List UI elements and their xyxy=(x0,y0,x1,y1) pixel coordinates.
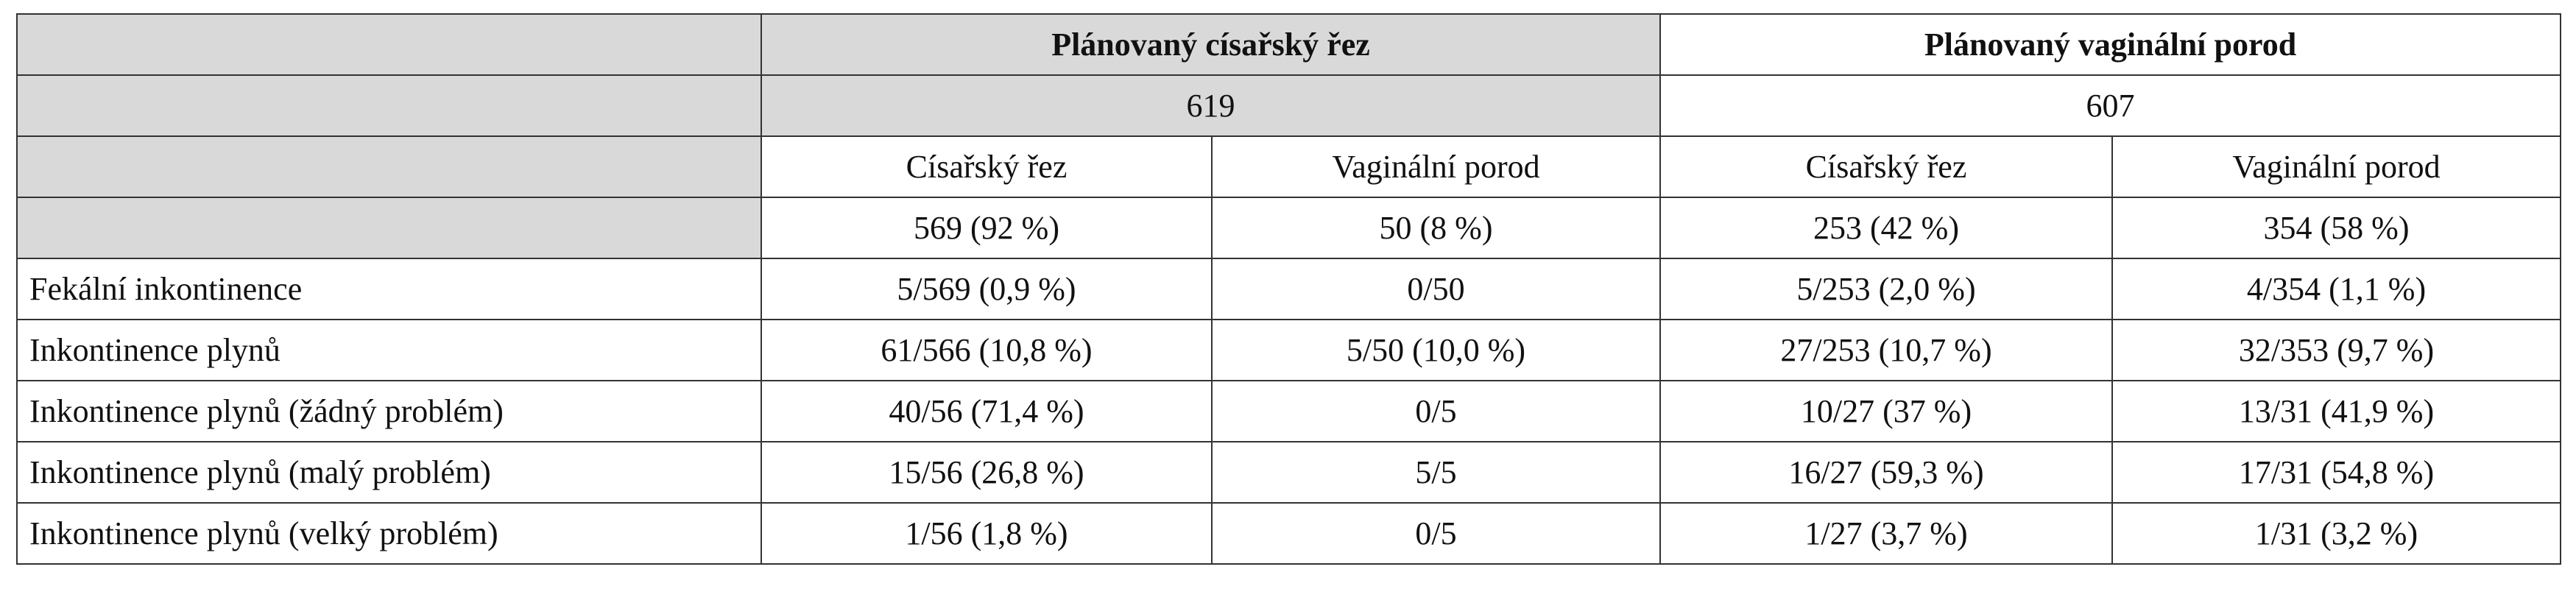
data-table: Plánovaný císařský řez Plánovaný vagináln… xyxy=(16,13,2562,565)
table-row: Inkontinence plynů 61/566 (10,8 %) 5/50 (1… xyxy=(16,319,2562,381)
table-cell: 5/50 (10,0 %) xyxy=(1210,319,1662,381)
row-label: Fekální inkontinence xyxy=(16,258,762,320)
table-cell: 13/31 (41,9 %) xyxy=(2111,380,2562,442)
table-cell: 1/31 (3,2 %) xyxy=(2111,502,2562,565)
table-cell: 10/27 (37 %) xyxy=(1659,380,2114,442)
table-cell: 16/27 (59,3 %) xyxy=(1659,441,2114,504)
table-row: Fekální inkontinence 5/569 (0,9 %) 0/50 5/2… xyxy=(16,258,2562,320)
table-cell: 5/5 xyxy=(1210,441,1662,504)
table-row: 619 607 xyxy=(16,74,2562,137)
group-total: 619 xyxy=(760,74,1662,137)
table-row: Inkontinence plynů (velký problém) 1/56 (… xyxy=(16,502,2562,565)
row-label: Inkontinence plynů (malý problém) xyxy=(16,441,762,504)
table-cell: 27/253 (10,7 %) xyxy=(1659,319,2114,381)
group-header: Plánovaný císařský řez xyxy=(760,13,1662,76)
sub-header: Císařský řez xyxy=(1659,135,2114,198)
table-row: 569 (92 %) 50 (8 %) 253 (42 %) 354 (58 %) xyxy=(16,197,2562,259)
sub-total: 569 (92 %) xyxy=(761,197,1213,259)
row-label: Inkontinence plynů (velký problém) xyxy=(16,502,762,565)
sub-header: Vaginální porod xyxy=(1210,135,1662,198)
row-label: Inkontinence plynů (žádný problém) xyxy=(16,380,762,442)
table-cell: 61/566 (10,8 %) xyxy=(761,319,1213,381)
group-total: 607 xyxy=(1659,74,2562,137)
table-row: Plánovaný císařský řez Plánovaný vagináln… xyxy=(16,13,2562,76)
sub-header: Vaginální porod xyxy=(2111,135,2562,198)
table-cell: 0/50 xyxy=(1210,258,1662,320)
table-cell: 17/31 (54,8 %) xyxy=(2111,441,2562,504)
table-cell: 4/354 (1,1 %) xyxy=(2111,258,2562,320)
empty-cell xyxy=(16,135,762,198)
group-header: Plánovaný vaginální porod xyxy=(1659,13,2562,76)
empty-cell xyxy=(16,74,762,137)
table-cell: 5/253 (2,0 %) xyxy=(1659,258,2114,320)
empty-cell xyxy=(16,197,762,259)
row-label: Inkontinence plynů xyxy=(16,319,762,381)
table-row: Inkontinence plynů (žádný problém) 40/56 … xyxy=(16,380,2562,442)
table-cell: 1/27 (3,7 %) xyxy=(1659,502,2114,565)
table-row: Císařský řez Vaginální porod Císařský řez V… xyxy=(16,135,2562,198)
sub-total: 253 (42 %) xyxy=(1659,197,2114,259)
table-cell: 5/569 (0,9 %) xyxy=(761,258,1213,320)
table-row: Inkontinence plynů (malý problém) 15/56 (… xyxy=(16,441,2562,504)
sub-header: Císařský řez xyxy=(761,135,1213,198)
table-cell: 32/353 (9,7 %) xyxy=(2111,319,2562,381)
table-cell: 0/5 xyxy=(1210,502,1662,565)
table-cell: 0/5 xyxy=(1210,380,1662,442)
table-cell: 40/56 (71,4 %) xyxy=(761,380,1213,442)
empty-cell xyxy=(16,13,762,76)
table-cell: 1/56 (1,8 %) xyxy=(761,502,1213,565)
table-cell: 15/56 (26,8 %) xyxy=(761,441,1213,504)
sub-total: 354 (58 %) xyxy=(2111,197,2562,259)
sub-total: 50 (8 %) xyxy=(1210,197,1662,259)
